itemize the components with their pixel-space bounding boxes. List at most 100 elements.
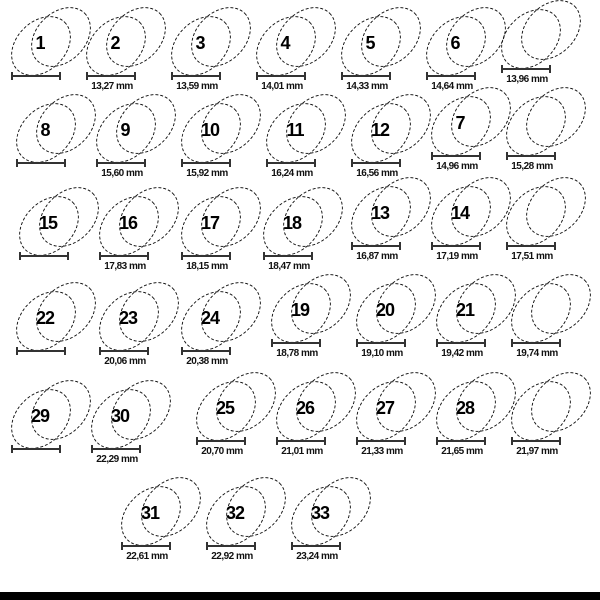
scale-bar — [276, 437, 326, 445]
scale-bar — [506, 242, 556, 250]
ring-size-number: 31 — [140, 503, 160, 523]
diameter-label: 18,78 mm — [276, 348, 318, 359]
ring-size-number: 13 — [370, 203, 390, 223]
diameter-label: 21,01 mm — [281, 446, 323, 457]
ring-size-number: 9 — [120, 120, 130, 140]
ring-size-number: 26 — [295, 398, 315, 418]
ring-size-number: 22 — [35, 308, 55, 328]
ring-size-number: 12 — [370, 120, 390, 140]
scale-bar — [426, 72, 476, 80]
scale-bar — [96, 159, 146, 167]
diameter-label: 18,15 mm — [186, 261, 228, 272]
diameter-label: 19,10 mm — [361, 348, 403, 359]
ring-size-number: 20 — [375, 300, 395, 320]
scale-bar — [436, 437, 486, 445]
ring-size-number: 11 — [286, 120, 304, 140]
diameter-label: 21,65 mm — [441, 446, 483, 457]
ring-size-number: 1 — [35, 33, 45, 53]
scale-bar — [91, 445, 141, 453]
scale-bar — [256, 72, 306, 80]
bottom-bar — [0, 592, 600, 600]
scale-bar — [506, 152, 556, 160]
scale-bar — [16, 347, 66, 355]
diameter-label: 13,96 mm — [506, 74, 548, 85]
diameter-label: 17,51 mm — [511, 251, 553, 262]
diameter-label: 20,38 mm — [186, 356, 228, 367]
scale-bar — [196, 437, 246, 445]
ring-size-number: 32 — [225, 503, 245, 523]
ring-size-number: 14 — [450, 203, 470, 223]
scale-bar — [181, 159, 231, 167]
ring-size-number: 15 — [38, 213, 58, 233]
scale-bar — [86, 72, 136, 80]
diameter-label: 19,74 mm — [516, 348, 558, 359]
diameter-label: 18,47 mm — [268, 261, 310, 272]
diameter-label: 14,01 mm — [261, 81, 303, 92]
ring-size-number: 8 — [40, 120, 50, 140]
diameter-label: 22,29 mm — [96, 454, 138, 465]
diameter-label: 15,28 mm — [511, 161, 553, 172]
ring-size-number: 21 — [455, 300, 475, 320]
ring-size-number: 7 — [455, 113, 465, 133]
scale-bar — [436, 339, 486, 347]
ring-size-number: 10 — [200, 120, 220, 140]
ring-size-number: 24 — [200, 308, 220, 328]
scale-bar — [356, 339, 406, 347]
scale-bar — [16, 159, 66, 167]
diameter-label: 14,96 mm — [436, 161, 478, 172]
diameter-label: 13,59 mm — [176, 81, 218, 92]
diameter-label: 15,92 mm — [186, 168, 228, 179]
ring-size-number: 18 — [282, 213, 302, 233]
scale-bar — [501, 65, 551, 73]
ring-size-number: 6 — [450, 33, 460, 53]
ring-size-number: 23 — [118, 308, 138, 328]
scale-bar — [19, 252, 69, 260]
diameter-label: 17,19 mm — [436, 251, 478, 262]
scale-bar — [266, 159, 316, 167]
diameter-label: 14,33 mm — [346, 81, 388, 92]
diameter-label: 22,61 mm — [126, 551, 168, 562]
scale-bar — [271, 339, 321, 347]
ring-size-number: 3 — [195, 33, 205, 53]
ring-size-number: 28 — [455, 398, 475, 418]
diameter-label: 20,06 mm — [104, 356, 146, 367]
diameter-label: 14,64 mm — [431, 81, 473, 92]
diameter-label: 15,60 mm — [101, 168, 143, 179]
scale-bar — [11, 445, 61, 453]
diameter-label: 16,24 mm — [271, 168, 313, 179]
diameter-label: 19,42 mm — [441, 348, 483, 359]
scale-bar — [99, 347, 149, 355]
ring-size-number: 17 — [200, 213, 220, 233]
scale-bar — [11, 72, 61, 80]
ring-size-number: 2 — [110, 33, 120, 53]
ring-size-number: 5 — [365, 33, 375, 53]
scale-bar — [511, 339, 561, 347]
diameter-label: 16,56 mm — [356, 168, 398, 179]
scale-bar — [431, 152, 481, 160]
scale-bar — [511, 437, 561, 445]
diameter-label: 17,83 mm — [104, 261, 146, 272]
diameter-label: 21,33 mm — [361, 446, 403, 457]
scale-bar — [431, 242, 481, 250]
scale-bar — [351, 159, 401, 167]
scale-bar — [341, 72, 391, 80]
diameter-label: 21,97 mm — [516, 446, 558, 457]
scale-bar — [181, 252, 231, 260]
ring-size-number: 25 — [215, 398, 235, 418]
ring-size-number: 19 — [290, 300, 310, 320]
diameter-label: 13,27 mm — [91, 81, 133, 92]
ring-size-number: 27 — [375, 398, 395, 418]
scale-bar — [291, 542, 341, 550]
ring-size-number: 4 — [280, 33, 290, 53]
scale-bar — [121, 542, 171, 550]
ring-size-number: 29 — [30, 406, 50, 426]
ring-size-number: 30 — [110, 406, 130, 426]
ring-size-number: 16 — [118, 213, 138, 233]
scale-bar — [351, 242, 401, 250]
diameter-label: 16,87 mm — [356, 251, 398, 262]
scale-bar — [181, 347, 231, 355]
diameter-label: 22,92 mm — [211, 551, 253, 562]
scale-bar — [99, 252, 149, 260]
scale-bar — [206, 542, 256, 550]
